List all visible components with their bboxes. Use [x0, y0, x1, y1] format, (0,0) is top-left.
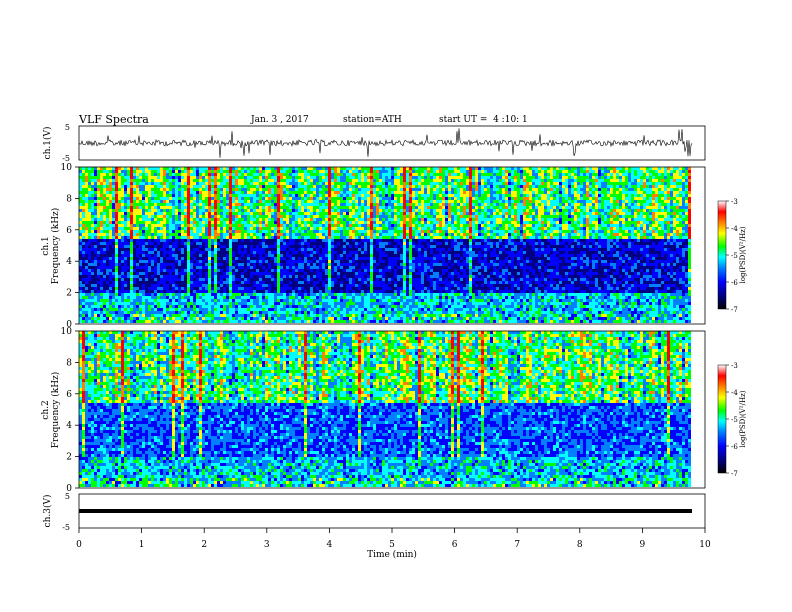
x-tick-label: 3 — [264, 540, 270, 550]
ch2-spectrogram-ylabel-frequency: Frequency (kHz) — [50, 372, 61, 449]
ch3-waveform-panel: 5 -5 ch.3(V) 0 1 2 3 4 5 6 7 8 9 10 Time (min) — [42, 492, 711, 560]
ch1-waveform-panel: 5 -5 ch.1(V) — [42, 123, 706, 163]
colorbar-tick-label: -6 — [731, 443, 738, 451]
ch3-waveform-trace — [79, 509, 692, 513]
freq-tick-label: 8 — [66, 358, 72, 368]
ch2-spectrogram-ylabel-channel: ch.2 — [41, 400, 51, 419]
ch2-spectrogram-image — [79, 331, 705, 488]
x-axis-label: Time (min) — [367, 549, 417, 560]
x-tick-label: 7 — [514, 540, 520, 550]
x-tick-label: 0 — [76, 540, 82, 550]
freq-tick-label: 6 — [66, 226, 72, 236]
station-label: station=ATH — [343, 115, 402, 125]
ch1-waveform-trace — [78, 128, 693, 158]
ch1-spectrogram-ylabel-frequency: Frequency (kHz) — [50, 208, 61, 285]
ch1-spectrogram-frame — [78, 166, 706, 325]
start-time-label: start UT = 4 :10: 1 — [439, 115, 528, 125]
freq-tick-label: 6 — [66, 390, 72, 400]
ch1-waveform-ylabel: ch.1(V) — [42, 127, 53, 160]
colorbar-tick-label: -7 — [731, 306, 738, 314]
colorbar-tick-label: -7 — [731, 470, 738, 478]
freq-tick-label: 10 — [61, 327, 73, 337]
colorbar-tick-label: -3 — [731, 362, 738, 370]
x-tick-label: 1 — [139, 540, 145, 550]
ch3-ytick-top: 5 — [65, 492, 70, 501]
ch1-colorbar-label: log(PSD)(V²/Hz) — [739, 226, 747, 283]
colorbar-tick-label: -4 — [731, 225, 738, 233]
ch2-colorbar — [717, 364, 727, 474]
freq-tick-label: 0 — [66, 320, 72, 330]
freq-tick-label: 2 — [66, 289, 72, 299]
freq-tick-label: 8 — [66, 194, 72, 204]
x-tick-label: 6 — [452, 540, 458, 550]
x-tick-label: 10 — [699, 540, 711, 550]
plot-title: VLF Spectra — [79, 113, 149, 126]
freq-tick-label: 10 — [61, 163, 73, 173]
ch1-ytick-top: 5 — [65, 123, 70, 132]
ch3-waveform-ylabel: ch.3(V) — [42, 495, 53, 528]
colorbar-tick-label: -5 — [731, 416, 738, 424]
colorbar-tick-label: -3 — [731, 198, 738, 206]
ch3-ytick-bottom: -5 — [62, 523, 70, 532]
freq-tick-label: 0 — [66, 484, 72, 494]
x-tick-label: 5 — [389, 540, 395, 550]
ch1-ytick-bottom: -5 — [62, 154, 70, 163]
x-tick-label: 4 — [327, 540, 333, 550]
ch2-spectrogram-frame — [78, 330, 706, 489]
freq-tick-label: 4 — [66, 421, 72, 431]
date-label: Jan. 3 , 2017 — [251, 115, 309, 125]
freq-tick-label: 4 — [66, 257, 72, 267]
x-tick-label: 9 — [640, 540, 646, 550]
ch2-colorbar-label: log(PSD)(V²/Hz) — [739, 390, 747, 447]
colorbar-tick-label: -4 — [731, 389, 738, 397]
ch1-spectrogram-image — [79, 167, 705, 324]
colorbar-tick-label: -5 — [731, 252, 738, 260]
ch1-waveform-frame — [78, 125, 706, 161]
x-tick-label: 8 — [577, 540, 583, 550]
x-tick-label: 2 — [201, 540, 207, 550]
freq-tick-label: 2 — [66, 453, 72, 463]
colorbar-tick-label: -6 — [731, 279, 738, 287]
ch1-spectrogram-ylabel-channel: ch.1 — [41, 236, 51, 255]
ch1-colorbar — [717, 200, 727, 310]
